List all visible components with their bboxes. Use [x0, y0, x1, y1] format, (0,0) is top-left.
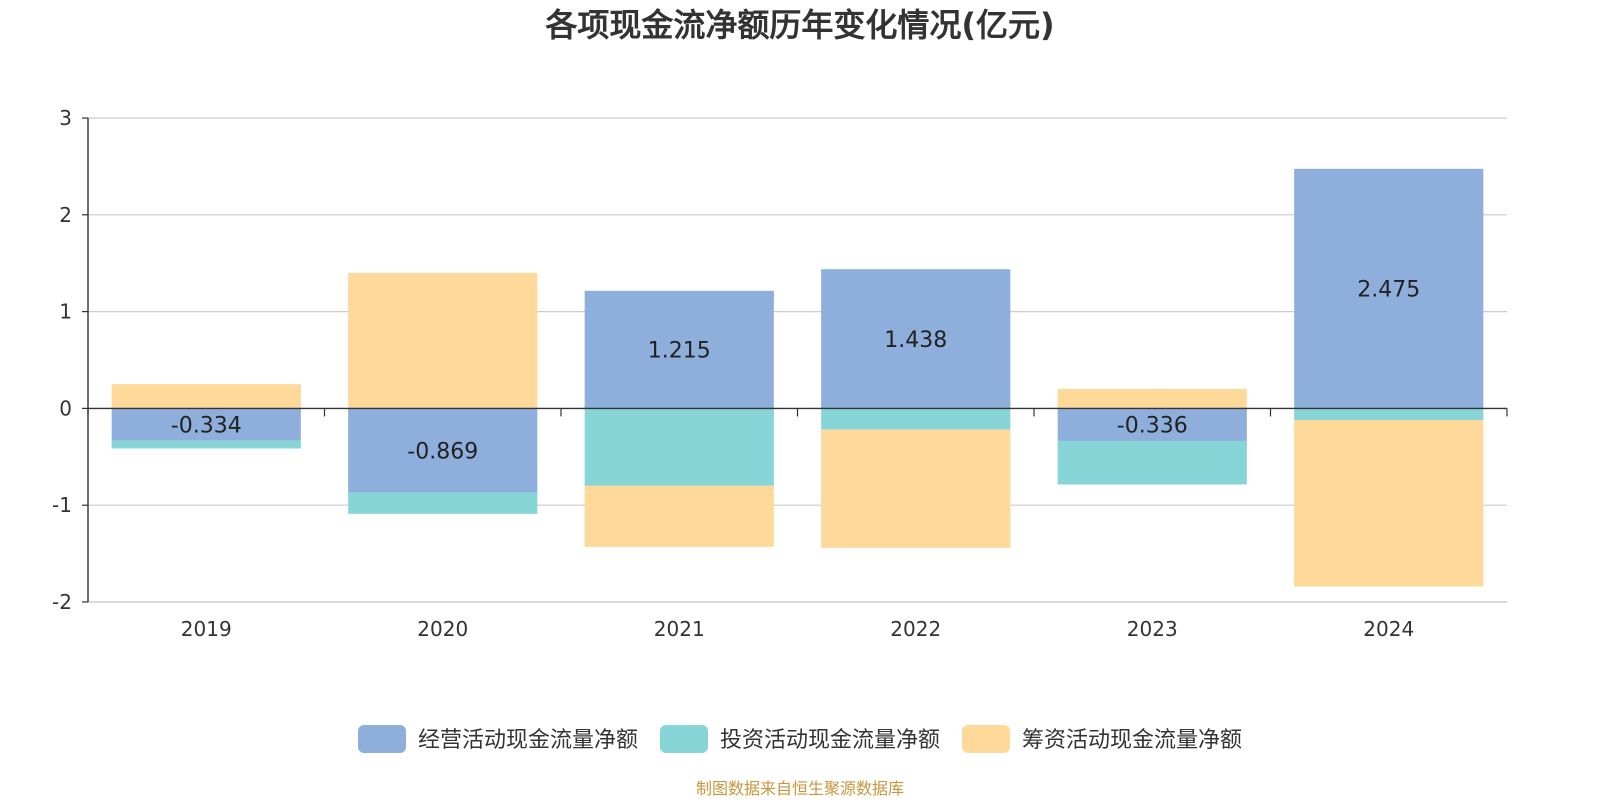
bars — [111, 168, 1484, 587]
bar-3-2020 — [348, 272, 538, 409]
x-tick-label: 2023 — [1127, 617, 1178, 641]
x-tick-label: 2022 — [890, 617, 941, 641]
grid-lines — [88, 117, 1507, 603]
legend: 经营活动现金流量净额 投资活动现金流量净额 筹资活动现金流量净额 — [358, 725, 1242, 753]
data-label: -0.334 — [171, 414, 242, 439]
bar-2-2021 — [584, 408, 774, 486]
data-label: 1.215 — [648, 339, 711, 364]
bar-1-2022 — [821, 269, 1011, 409]
chart-title: 各项现金流净额历年变化情况(亿元) — [545, 6, 1054, 44]
bar-1-2019 — [111, 408, 301, 441]
y-tick-label: -1 — [52, 493, 72, 517]
legend-swatch — [962, 725, 1010, 753]
bar-1-2023 — [1057, 408, 1247, 441]
bar-2-2020 — [348, 492, 538, 514]
bar-3-2023 — [1057, 389, 1247, 409]
data-label: 2.475 — [1357, 278, 1420, 303]
x-tick-label: 2021 — [654, 617, 705, 641]
legend-label: 投资活动现金流量净额 — [720, 728, 940, 753]
legend-label: 筹资活动现金流量净额 — [1022, 728, 1242, 753]
y-tick-label: 2 — [59, 203, 72, 227]
data-labels: -0.334 -0.869 1.215 1.438 -0.336 2.475 — [171, 278, 1420, 465]
y-tick-label: 0 — [59, 396, 72, 420]
bar-1-2024 — [1294, 168, 1484, 409]
data-label: -0.336 — [1117, 414, 1188, 439]
y-tick-label: 3 — [59, 106, 72, 130]
bar-2-2022 — [821, 408, 1011, 430]
bar-1-2021 — [584, 290, 774, 409]
x-tick-label: 2020 — [417, 617, 468, 641]
bar-3-2021 — [584, 485, 774, 547]
bar-1-2020 — [348, 408, 538, 493]
source-note: 制图数据来自恒生聚源数据库 — [696, 779, 904, 798]
y-tick-label: 1 — [59, 300, 72, 324]
x-tick-label: 2019 — [181, 617, 232, 641]
data-label: 1.438 — [884, 328, 947, 353]
bar-2-2023 — [1057, 440, 1247, 485]
bar-3-2022 — [821, 429, 1011, 548]
data-label: -0.869 — [407, 439, 478, 464]
legend-swatch — [660, 725, 708, 753]
bar-2-2019 — [111, 440, 301, 449]
bar-3-2024 — [1294, 420, 1484, 587]
legend-swatch — [358, 725, 406, 753]
bar-3-2019 — [111, 384, 301, 409]
y-tick-label: -2 — [52, 590, 72, 614]
bar-2-2024 — [1294, 408, 1484, 421]
x-tick-label: 2024 — [1363, 617, 1414, 641]
axes: 3 2 1 0 -1 -2 2019 2020 2021 2022 2023 2024 — [52, 106, 1508, 641]
legend-label: 经营活动现金流量净额 — [418, 728, 638, 753]
